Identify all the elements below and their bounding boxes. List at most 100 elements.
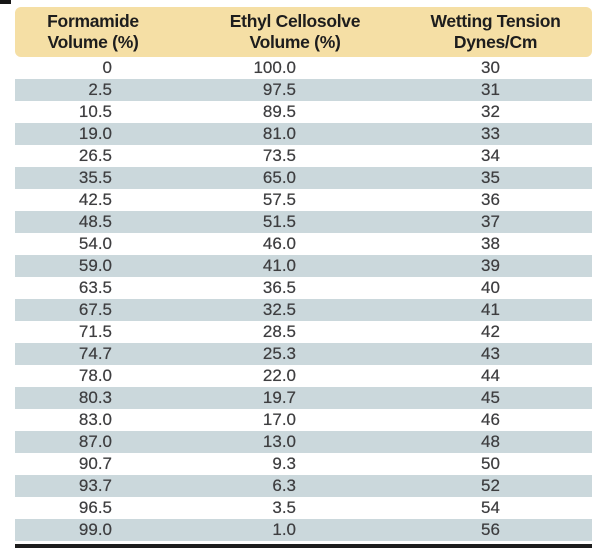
- cell-ethyl-cellosolve-volume: 89.5: [262, 102, 296, 121]
- table-row: 93.7 6.3 52: [15, 475, 592, 497]
- cell-formamide-volume: 74.7: [78, 344, 112, 363]
- table-row: 19.0 81.0 33: [15, 123, 592, 145]
- column-header-ethyl-cellosolve: Ethyl Cellosolve Volume (%): [199, 11, 391, 53]
- cell-wetting-tension: 50: [481, 454, 500, 473]
- cell-ethyl-cellosolve-volume: 81.0: [262, 124, 296, 143]
- cell-formamide-volume: 10.5: [78, 102, 112, 121]
- cell-formamide-volume: 93.7: [78, 476, 112, 495]
- cell-formamide-volume: 96.5: [78, 498, 112, 517]
- cell-ethyl-cellosolve-volume: 19.7: [262, 388, 296, 407]
- cell-ethyl-cellosolve-volume: 32.5: [262, 300, 296, 319]
- cell-wetting-tension: 42: [481, 322, 500, 341]
- cell-formamide-volume: 48.5: [78, 212, 112, 231]
- cell-wetting-tension: 40: [481, 278, 500, 297]
- column-header-wetting-tension-line2: Dynes/Cm: [453, 32, 538, 52]
- cell-formamide-volume: 83.0: [78, 410, 112, 429]
- table-row: 35.5 65.0 35: [15, 167, 592, 189]
- table-row: 96.5 3.5 54: [15, 497, 592, 519]
- cell-wetting-tension: 52: [481, 476, 500, 495]
- cell-wetting-tension: 34: [481, 146, 500, 165]
- cell-wetting-tension: 36: [481, 190, 500, 209]
- cell-wetting-tension: 33: [481, 124, 500, 143]
- table-row: 59.0 41.0 39: [15, 255, 592, 277]
- column-header-formamide-line2: Volume (%): [47, 32, 139, 52]
- cell-formamide-volume: 35.5: [78, 168, 112, 187]
- cell-wetting-tension: 37: [481, 212, 500, 231]
- table-row: 63.5 36.5 40: [15, 277, 592, 299]
- cell-formamide-volume: 80.3: [78, 388, 112, 407]
- table-row: 67.5 32.5 41: [15, 299, 592, 321]
- cell-ethyl-cellosolve-volume: 46.0: [262, 234, 296, 253]
- table-row: 2.5 97.5 31: [15, 79, 592, 101]
- cell-wetting-tension: 46: [481, 410, 500, 429]
- table-row: 78.0 22.0 44: [15, 365, 592, 387]
- cell-ethyl-cellosolve-volume: 28.5: [262, 322, 296, 341]
- cell-ethyl-cellosolve-volume: 1.0: [272, 520, 296, 539]
- cell-wetting-tension: 44: [481, 366, 500, 385]
- cell-wetting-tension: 54: [481, 498, 500, 517]
- cell-formamide-volume: 0: [102, 58, 112, 77]
- cell-wetting-tension: 41: [481, 300, 500, 319]
- cell-ethyl-cellosolve-volume: 6.3: [272, 476, 296, 495]
- cell-ethyl-cellosolve-volume: 57.5: [262, 190, 296, 209]
- table-row: 99.0 1.0 56: [15, 519, 592, 541]
- cell-formamide-volume: 26.5: [78, 146, 112, 165]
- cell-ethyl-cellosolve-volume: 51.5: [262, 212, 296, 231]
- cell-formamide-volume: 42.5: [78, 190, 112, 209]
- cell-formamide-volume: 99.0: [78, 520, 112, 539]
- table-row: 48.5 51.5 37: [15, 211, 592, 233]
- table-header: Formamide Volume (%) Ethyl Cellosolve Vo…: [15, 7, 592, 57]
- cell-wetting-tension: 48: [481, 432, 500, 451]
- table-row: 10.5 89.5 32: [15, 101, 592, 123]
- table-row: 83.0 17.0 46: [15, 409, 592, 431]
- cell-wetting-tension: 32: [481, 102, 500, 121]
- column-header-formamide: Formamide Volume (%): [0, 11, 189, 53]
- cell-wetting-tension: 35: [481, 168, 500, 187]
- cell-ethyl-cellosolve-volume: 22.0: [262, 366, 296, 385]
- table-body: 0 100.0 30 2.5 97.5 31 10.5 89.5 32 19.0 81.0 33 26.…: [15, 57, 592, 541]
- cell-ethyl-cellosolve-volume: 97.5: [262, 80, 296, 99]
- table-bottom-rule: [15, 544, 592, 548]
- cell-ethyl-cellosolve-volume: 36.5: [262, 278, 296, 297]
- cell-wetting-tension: 56: [481, 520, 500, 539]
- table-row: 74.7 25.3 43: [15, 343, 592, 365]
- table-row: 0 100.0 30: [15, 57, 592, 79]
- cell-formamide-volume: 63.5: [78, 278, 112, 297]
- cell-formamide-volume: 59.0: [78, 256, 112, 275]
- cell-wetting-tension: 38: [481, 234, 500, 253]
- cell-ethyl-cellosolve-volume: 3.5: [272, 498, 296, 517]
- cell-wetting-tension: 43: [481, 344, 500, 363]
- cell-ethyl-cellosolve-volume: 73.5: [262, 146, 296, 165]
- cell-wetting-tension: 30: [481, 58, 500, 77]
- column-header-wetting-tension: Wetting Tension Dynes/Cm: [399, 11, 592, 53]
- table-row: 80.3 19.7 45: [15, 387, 592, 409]
- cell-wetting-tension: 45: [481, 388, 500, 407]
- table-row: 87.0 13.0 48: [15, 431, 592, 453]
- table-row: 26.5 73.5 34: [15, 145, 592, 167]
- cell-ethyl-cellosolve-volume: 9.3: [272, 454, 296, 473]
- cell-ethyl-cellosolve-volume: 25.3: [262, 344, 296, 363]
- cell-wetting-tension: 31: [481, 80, 500, 99]
- table-row: 90.7 9.3 50: [15, 453, 592, 475]
- column-header-wetting-tension-line1: Wetting Tension: [430, 11, 561, 31]
- cell-ethyl-cellosolve-volume: 100.0: [253, 58, 296, 77]
- cell-formamide-volume: 90.7: [78, 454, 112, 473]
- cell-ethyl-cellosolve-volume: 65.0: [262, 168, 296, 187]
- column-header-ethyl-cellosolve-line1: Ethyl Cellosolve: [229, 11, 361, 31]
- cell-formamide-volume: 67.5: [78, 300, 112, 319]
- cell-ethyl-cellosolve-volume: 17.0: [262, 410, 296, 429]
- cell-formamide-volume: 87.0: [78, 432, 112, 451]
- cell-formamide-volume: 19.0: [78, 124, 112, 143]
- cell-formamide-volume: 71.5: [78, 322, 112, 341]
- cell-ethyl-cellosolve-volume: 41.0: [262, 256, 296, 275]
- cell-formamide-volume: 54.0: [78, 234, 112, 253]
- cell-wetting-tension: 39: [481, 256, 500, 275]
- table-row: 54.0 46.0 38: [15, 233, 592, 255]
- cell-formamide-volume: 2.5: [88, 80, 112, 99]
- cell-formamide-volume: 78.0: [78, 366, 112, 385]
- cell-ethyl-cellosolve-volume: 13.0: [262, 432, 296, 451]
- column-header-ethyl-cellosolve-line2: Volume (%): [249, 32, 341, 52]
- table-row: 71.5 28.5 42: [15, 321, 592, 343]
- corner-rule-fragment: [0, 0, 11, 4]
